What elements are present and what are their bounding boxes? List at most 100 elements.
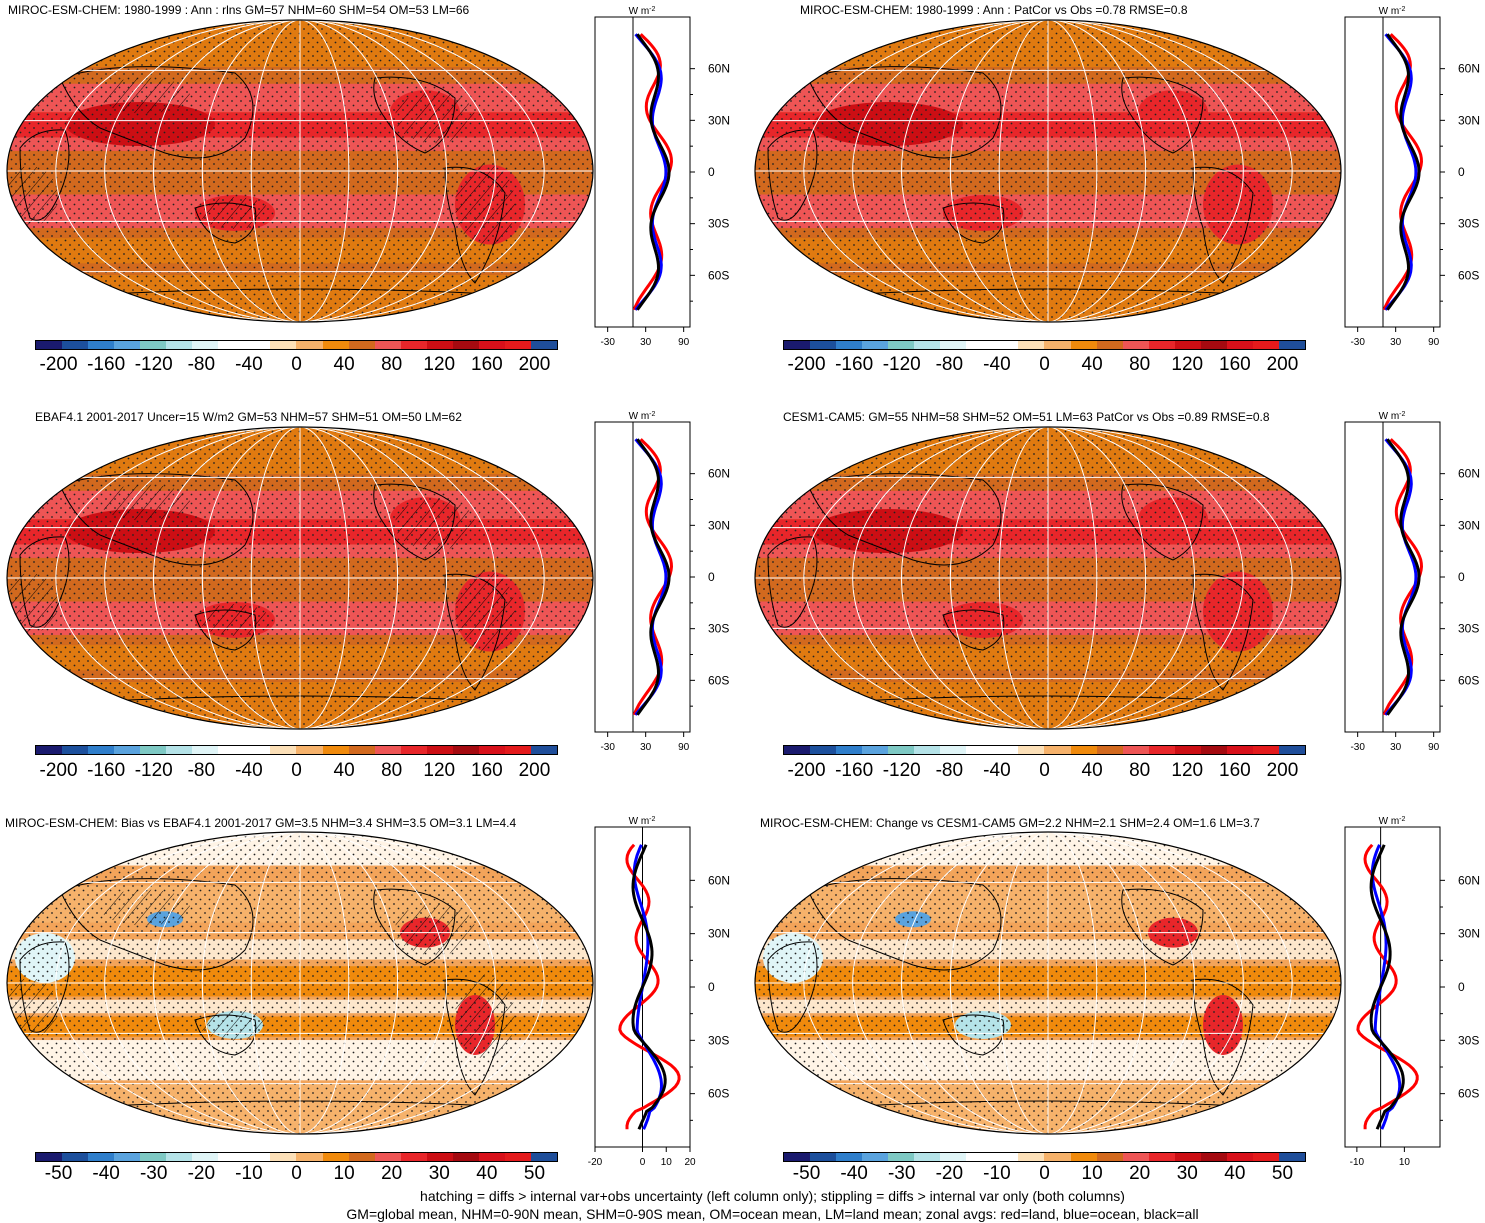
panel-title-2: MIROC-ESM-CHEM: 1980-1999 : Ann : PatCor… (800, 3, 1188, 17)
colorbar-swatch (374, 341, 401, 349)
lat-label: 60S (1458, 673, 1479, 687)
colorbar-swatch (114, 746, 141, 754)
colorbar-5 (35, 1152, 558, 1162)
colorbar-tick-label: -120 (882, 354, 921, 375)
map-panel-6 (754, 831, 1342, 1135)
lat-label: 0 (708, 980, 715, 994)
colorbar-tick-label: 0 (291, 760, 302, 781)
colorbar-labels-1: -200 -160 -120 -80 -40 0 40 80 120 160 200 (35, 354, 558, 376)
colorbar-swatch (36, 746, 63, 754)
colorbar-swatch (1148, 1153, 1175, 1161)
colorbar-tick-label: -80 (187, 760, 216, 781)
colorbar-swatch (192, 1153, 219, 1161)
colorbar-swatch (140, 746, 167, 754)
colorbar-tick-label: -160 (87, 760, 126, 781)
colorbar-swatch (1252, 746, 1279, 754)
colorbar-swatch (374, 746, 401, 754)
colorbar-tick-label: -160 (835, 760, 874, 781)
colorbar-tick-label: 80 (381, 760, 403, 781)
colorbar-swatch (1070, 1153, 1097, 1161)
colorbar-swatch (296, 746, 323, 754)
colorbar-3 (35, 745, 558, 755)
colorbar-swatch (940, 341, 967, 349)
colorbar-tick-label: -160 (835, 354, 874, 375)
zonal-plot-3: W m-2 60N 30N 0 30S 60S -30 30 90 (594, 411, 730, 753)
zonal-series-ocean (1384, 33, 1418, 311)
colorbar-swatch (1044, 341, 1071, 349)
zonal-series-ocean (1384, 438, 1418, 716)
colorbar-swatch (1252, 1153, 1279, 1161)
colorbar-swatch (862, 746, 889, 754)
colorbar-tick-label: -120 (134, 354, 173, 375)
colorbar-swatch (88, 1153, 115, 1161)
colorbar-swatch (322, 1153, 349, 1161)
colorbar-swatch (1018, 746, 1045, 754)
lat-label: 60S (708, 673, 729, 687)
colorbar-swatch (166, 341, 193, 349)
colorbar-swatch (426, 341, 453, 349)
colorbar-swatch (88, 746, 115, 754)
colorbar-swatch (1174, 1153, 1201, 1161)
colorbar-tick-label: 10 (1081, 1163, 1103, 1184)
colorbar-swatch (1226, 1153, 1253, 1161)
colorbar-swatch (966, 746, 993, 754)
colorbar-tick-label: 30 (428, 1163, 450, 1184)
colorbar-tick-label: 200 (518, 760, 551, 781)
zonal-series-all (636, 33, 671, 311)
zonal-series-all (636, 438, 671, 716)
zonal-x-tick: 90 (678, 742, 690, 753)
colorbar-swatch (888, 746, 915, 754)
panel-title-6: MIROC-ESM-CHEM: Change vs CESM1-CAM5 GM=… (760, 816, 1260, 830)
zonal-x-tick: 30 (1390, 742, 1402, 753)
colorbar-tick-label: -50 (44, 1163, 73, 1184)
colorbar-swatch (1200, 341, 1227, 349)
zonal-x-tick: -30 (1350, 337, 1365, 348)
colorbar-swatch (1252, 341, 1279, 349)
colorbar-swatch (166, 1153, 193, 1161)
lat-label: 60S (708, 1087, 729, 1101)
colorbar-swatch (426, 746, 453, 754)
colorbar-swatch (244, 746, 271, 754)
panel-title-4: CESM1-CAM5: GM=55 NHM=58 SHM=52 OM=51 LM… (783, 410, 1270, 424)
colorbar-swatch (1070, 341, 1097, 349)
colorbar-tick-label: 50 (523, 1163, 546, 1184)
colorbar-tick-label: -10 (235, 1163, 263, 1184)
colorbar-swatch (862, 341, 889, 349)
colorbar-tick-label: -160 (87, 354, 126, 375)
colorbar-swatch (270, 746, 297, 754)
zonal-x-tick: 30 (640, 337, 652, 348)
zonal-x-tick: 30 (640, 742, 652, 753)
colorbar-swatch (140, 341, 167, 349)
lat-label: 60S (1458, 1087, 1479, 1101)
zonal-series-all (631, 844, 667, 1130)
colorbar-6 (783, 1152, 1306, 1162)
lat-label: 60N (708, 873, 730, 887)
lat-label: 60N (1458, 467, 1480, 481)
lat-label: 30S (1458, 217, 1479, 231)
colorbar-swatch (1096, 746, 1123, 754)
colorbar-swatch (914, 746, 941, 754)
colorbar-swatch (1278, 341, 1305, 349)
colorbar-swatch (1096, 341, 1123, 349)
colorbar-tick-label: -20 (935, 1163, 964, 1184)
colorbar-swatch (114, 341, 141, 349)
colorbar-swatch (1278, 746, 1305, 754)
colorbar-swatch (504, 1153, 531, 1161)
colorbar-swatch (1122, 341, 1149, 349)
map-panel-3 (6, 426, 594, 730)
colorbar-labels-4: -200 -160 -120 -80 -40 0 40 80 120 160 200 (783, 760, 1306, 782)
map-panel-4 (754, 426, 1342, 730)
colorbar-swatch (192, 746, 219, 754)
colorbar-tick-label: -40 (235, 354, 263, 375)
colorbar-swatch (114, 1153, 141, 1161)
footer-note-means: GM=global mean, NHM=0-90N mean, SHM=0-90… (346, 1206, 1199, 1222)
colorbar-swatch (504, 341, 531, 349)
colorbar-swatch (478, 341, 505, 349)
colorbar-swatch (322, 746, 349, 754)
colorbar-tick-label: -120 (134, 760, 173, 781)
zonal-series-ocean (634, 438, 668, 716)
colorbar-tick-label: 120 (1171, 354, 1204, 375)
colorbar-tick-label: 0 (1039, 1163, 1050, 1184)
zonal-plot-1: W m-2 60N 30N 0 30S 60S -30 30 90 (594, 6, 730, 348)
colorbar-swatch (218, 746, 245, 754)
